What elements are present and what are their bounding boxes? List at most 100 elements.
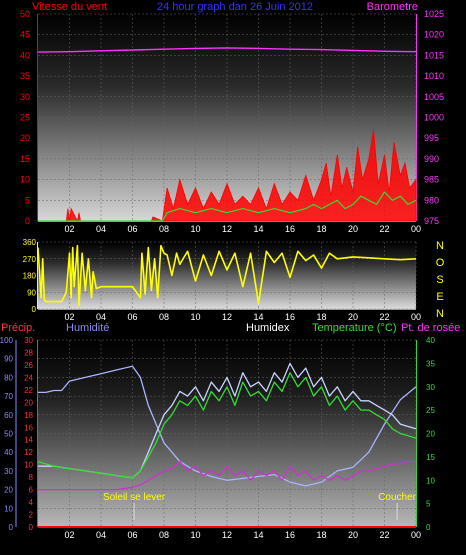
compass-o: O <box>436 257 445 269</box>
precip-y-tick-label: 22 <box>24 386 33 395</box>
wind-average-series <box>38 191 417 222</box>
precip-axis-title: Précip. <box>1 322 35 334</box>
wind-panel-x-tick-label: 20 <box>348 224 358 234</box>
humidex-legend: Humidex <box>246 322 290 334</box>
barometer-y-tick-label: 995 <box>424 133 439 143</box>
climate-panel-x-tick-label: 14 <box>253 530 263 540</box>
humidity-y-tick-label: 70 <box>4 392 13 401</box>
compass-n-bottom: N <box>436 308 444 320</box>
barometer-y-tick-label: 1025 <box>424 9 444 19</box>
wind-panel-x-tick-label: 12 <box>222 224 232 234</box>
climate-panel-x-tick-label: 00 <box>411 530 421 540</box>
compass-s: S <box>436 274 443 286</box>
temperature-y-tick-label: 40 <box>426 336 435 345</box>
precip-y-tick-label: 12 <box>24 448 33 457</box>
precip-y-tick-label: 30 <box>24 336 33 345</box>
climate-panel-x-tick-label: 16 <box>285 530 295 540</box>
temperature-y-tick-label: 0 <box>426 523 431 532</box>
direction-panel-x-tick-label: 06 <box>127 312 137 322</box>
humidity-axis-title: Humidité <box>66 322 109 334</box>
humidity-y-tick-label: 90 <box>4 355 13 364</box>
temperature-y-tick-label: 15 <box>426 453 435 462</box>
wind-panel-x-tick-label: 08 <box>159 224 169 234</box>
compass-e: E <box>436 291 443 303</box>
climate-panel-x-tick-label: 12 <box>222 530 232 540</box>
humidity-y-tick-label: 60 <box>4 411 13 420</box>
direction-panel-x-tick-label: 18 <box>316 312 326 322</box>
temperature-axis-title: Temperature (°C) <box>312 322 396 334</box>
direction-panel-x-tick-label: 16 <box>285 312 295 322</box>
wind-speed-y-tick-label: 0 <box>25 216 30 226</box>
sunset-label: Coucher <box>378 492 416 503</box>
barometer-y-tick-label: 1020 <box>424 30 444 40</box>
temperature-series <box>37 372 417 479</box>
temperature-y-tick-label: 30 <box>426 383 435 392</box>
wind-speed-y-tick-label: 45 <box>20 30 30 40</box>
humidity-y-tick-label: 100 <box>0 336 14 345</box>
barometer-y-tick-label: 1005 <box>424 92 444 102</box>
temperature-y-tick-label: 5 <box>426 500 431 509</box>
wind-panel-x-tick-label: 16 <box>285 224 295 234</box>
precip-y-tick-label: 20 <box>24 398 33 407</box>
temperature-y-tick-label: 20 <box>426 430 435 439</box>
climate-panel-x-tick-label: 18 <box>316 530 326 540</box>
wind-direction-series <box>37 244 417 307</box>
direction-panel-x-tick-label: 04 <box>96 312 106 322</box>
wind-panel-x-tick-label: 14 <box>253 224 263 234</box>
humidity-y-tick-label: 50 <box>4 430 13 439</box>
wind-panel-x-tick-label: 04 <box>96 224 106 234</box>
wind-speed-y-tick-label: 35 <box>20 71 30 81</box>
wind-speed-y-tick-label: 40 <box>20 50 30 60</box>
climate-panel-x-tick-label: 08 <box>159 530 169 540</box>
wind-panel-x-tick-label: 02 <box>64 224 74 234</box>
direction-panel-x-tick-label: 10 <box>190 312 200 322</box>
direction-panel-x-tick-label: 14 <box>253 312 263 322</box>
climate-panel-x-tick-label: 22 <box>379 530 389 540</box>
precip-y-tick-label: 28 <box>24 348 33 357</box>
temperature-y-tick-label: 35 <box>426 359 435 368</box>
wind-panel-x-tick-label: 00 <box>411 224 421 234</box>
wind-speed-y-tick-label: 20 <box>20 133 30 143</box>
direction-panel-x-tick-label: 12 <box>222 312 232 322</box>
barometer-y-tick-label: 975 <box>424 216 439 226</box>
precip-y-tick-label: 10 <box>24 461 33 470</box>
climate-panel-x-tick-label: 10 <box>190 530 200 540</box>
barometer-y-tick-label: 985 <box>424 175 439 185</box>
chart-title: 24 hour graph dan 26 Juin 2012 <box>157 1 313 13</box>
precip-y-tick-label: 4 <box>29 498 34 507</box>
barometer-axis-title: Barometre <box>367 1 418 13</box>
climate-panel-x-tick-label: 20 <box>348 530 358 540</box>
climate-panel-x-tick-label: 02 <box>64 530 74 540</box>
wind-speed-y-tick-label: 10 <box>20 175 30 185</box>
precip-y-tick-label: 0 <box>29 523 34 532</box>
humidity-y-tick-label: 80 <box>4 373 13 382</box>
direction-panel-x-tick-label: 02 <box>64 312 74 322</box>
sunrise-label: Soleil se lever <box>103 492 166 503</box>
wind-panel-x-tick-label: 06 <box>127 224 137 234</box>
wind-speed-y-tick-label: 5 <box>25 195 30 205</box>
precip-y-tick-label: 24 <box>24 373 33 382</box>
direction-y-tick-label: 270 <box>23 255 37 264</box>
temperature-y-tick-label: 10 <box>426 476 435 485</box>
barometer-series <box>37 47 417 53</box>
direction-panel-x-tick-label: 00 <box>411 312 421 322</box>
humidity-y-tick-label: 20 <box>4 486 13 495</box>
barometer-y-tick-label: 1015 <box>424 50 444 60</box>
wind-speed-y-tick-label: 15 <box>20 154 30 164</box>
humidity-series <box>38 365 417 487</box>
direction-y-tick-label: 90 <box>27 288 36 297</box>
direction-panel-x-tick-label: 08 <box>159 312 169 322</box>
wind-speed-axis-title: Vitesse du vent <box>32 1 107 13</box>
temperature-y-tick-label: 25 <box>426 406 435 415</box>
sunrise-annotation: Soleil se lever <box>103 492 166 520</box>
wind-speed-y-tick-label: 25 <box>20 113 30 123</box>
wind-speed-y-tick-label: 50 <box>20 9 30 19</box>
precip-y-tick-label: 16 <box>24 423 33 432</box>
wind-panel-x-tick-label: 18 <box>316 224 326 234</box>
climate-panel-x-tick-label: 06 <box>127 530 137 540</box>
direction-y-tick-label: 180 <box>23 272 37 281</box>
sunset-annotation: Coucher <box>378 492 417 520</box>
precip-y-tick-label: 14 <box>24 436 33 445</box>
precip-y-tick-label: 6 <box>29 486 34 495</box>
